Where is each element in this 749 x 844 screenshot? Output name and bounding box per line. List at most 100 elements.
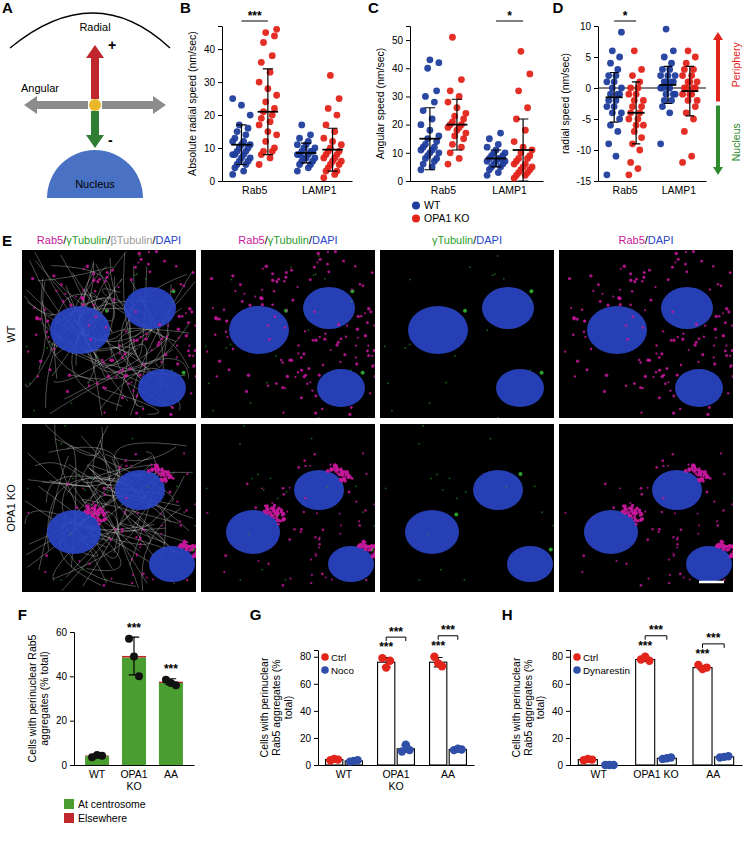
endosome <box>105 326 108 329</box>
endosome <box>285 271 288 274</box>
endosome <box>372 364 375 367</box>
tubulin-speck <box>456 497 458 499</box>
endosome-cluster <box>718 545 720 547</box>
endosome <box>286 511 288 513</box>
y-tick-mark <box>594 181 598 182</box>
endosome <box>60 283 63 286</box>
dot <box>438 662 446 670</box>
bar <box>159 683 183 765</box>
tubulin-speck <box>250 402 252 404</box>
direction-label: Periphery <box>730 42 742 88</box>
y-tick-mark <box>314 684 318 685</box>
micrograph-background <box>22 424 196 592</box>
y-tick-mark <box>218 49 222 50</box>
significance-label: *** <box>389 625 403 639</box>
endosome <box>44 309 47 312</box>
dot <box>262 29 269 36</box>
endosome <box>33 307 35 309</box>
row-label: OPA1 KO <box>5 484 17 532</box>
dot <box>640 97 647 104</box>
y-tick-label: 20 <box>392 119 404 130</box>
nucleus <box>303 287 355 329</box>
endosome <box>151 349 153 351</box>
tubulin-speck <box>136 273 138 275</box>
endosome <box>176 501 178 503</box>
endosome <box>364 509 366 511</box>
dot <box>433 87 440 94</box>
figure: Radial+-AngularNucleusARab5/γTubulin/βTu… <box>0 0 749 844</box>
tubulin-speck <box>107 491 109 493</box>
y-tick: 40 <box>392 63 410 74</box>
tubulin-speck <box>239 579 241 581</box>
direction-label: Nucleus <box>730 123 742 161</box>
dot <box>273 92 280 99</box>
endosome <box>732 503 733 505</box>
endosome <box>355 356 357 358</box>
endosome-cluster <box>370 544 374 548</box>
endosome <box>322 364 325 367</box>
dot <box>517 48 524 55</box>
panel-letter: G <box>250 606 262 623</box>
tubulin-speck <box>486 329 488 331</box>
endosome <box>592 290 594 292</box>
endosome <box>732 375 733 378</box>
tubulin-speck <box>286 491 288 493</box>
legend-label: OPA1 KO <box>424 212 469 224</box>
dot <box>515 87 522 94</box>
endosome <box>716 520 718 522</box>
micrograph-background <box>559 250 733 418</box>
significance-label: * <box>623 9 628 23</box>
endosome-cluster <box>281 514 284 517</box>
dot <box>607 122 614 129</box>
endosome-cluster <box>150 467 153 470</box>
y-axis-title: Absolute radial speed (nm/sec) <box>186 31 198 176</box>
tubulin-speck <box>208 382 210 384</box>
endosome-cluster <box>266 507 270 511</box>
dot <box>298 122 305 129</box>
text-line: OPA1 <box>120 768 147 780</box>
dot <box>690 116 697 123</box>
endosome <box>316 512 318 514</box>
significance-label: *** <box>649 623 663 637</box>
endosome <box>326 263 329 266</box>
endosome <box>125 330 127 332</box>
dot <box>502 149 509 156</box>
endosome <box>201 344 202 346</box>
y-axis: -15-10-50510 <box>577 21 599 187</box>
endosome <box>185 334 189 338</box>
endosome-cluster <box>624 507 628 511</box>
endosome <box>612 506 615 509</box>
dot <box>435 149 442 156</box>
endosome <box>345 335 347 337</box>
legend-marker <box>412 201 420 209</box>
endosome-cluster <box>366 545 369 548</box>
x-tick-label: OPA1 KO <box>633 768 678 780</box>
y-tick: 0 <box>305 760 318 771</box>
y-tick-label: -10 <box>577 145 592 156</box>
x-tick: LAMP1 <box>302 181 337 196</box>
y-tick-label: 30 <box>204 77 216 88</box>
endosome <box>365 473 367 475</box>
y-tick-mark <box>218 181 222 182</box>
endosome <box>655 344 657 346</box>
endosome <box>134 266 137 269</box>
dot <box>526 71 533 78</box>
endosome-cluster <box>159 474 162 477</box>
x-axis-line <box>75 765 195 766</box>
endosome <box>107 375 110 378</box>
endosome <box>132 574 134 576</box>
endosome <box>192 355 194 357</box>
endosome <box>648 269 651 272</box>
text-line: AA <box>441 768 455 780</box>
cell-boundary <box>10 13 170 48</box>
x-tick-label: LAMP1 <box>662 184 697 196</box>
endosome-cluster <box>187 545 190 548</box>
dot <box>447 87 454 94</box>
text-line: aggregates (% total) <box>38 651 50 746</box>
endosome <box>254 295 256 297</box>
legend-label: Noco <box>331 665 354 676</box>
tubulin-speck <box>33 410 35 412</box>
dot <box>320 174 327 181</box>
endosome-cluster <box>265 504 268 507</box>
endosome <box>106 271 109 274</box>
